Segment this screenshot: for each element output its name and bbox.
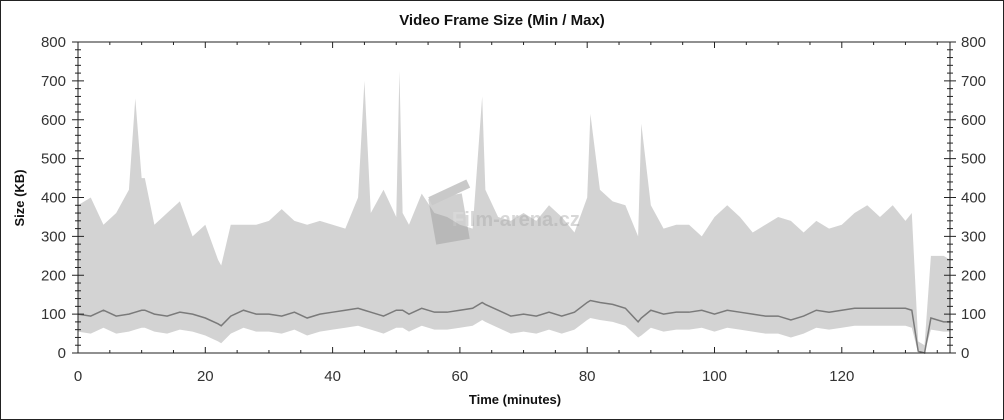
y-tick-label-right: 600 <box>961 112 986 129</box>
x-tick-label: 120 <box>829 368 854 385</box>
y-tick-label-right: 200 <box>961 267 986 284</box>
x-tick-label: 0 <box>74 368 82 385</box>
y-tick-label-left: 500 <box>41 151 66 168</box>
x-tick-label: 60 <box>452 368 469 385</box>
x-axis-title: Time (minutes) <box>469 392 561 407</box>
x-tick-label: 20 <box>197 368 214 385</box>
y-tick-label-right: 100 <box>961 306 986 323</box>
x-tick-label: 100 <box>702 368 727 385</box>
x-tick-label: 80 <box>579 368 596 385</box>
chart-title: Video Frame Size (Min / Max) <box>399 12 605 29</box>
y-tick-label-right: 700 <box>961 73 986 90</box>
plot-area <box>77 71 950 354</box>
y-tick-label-left: 100 <box>41 306 66 323</box>
y-tick-label-left: 700 <box>41 73 66 90</box>
y-tick-label-left: 200 <box>41 267 66 284</box>
watermark-logo: Film-arena.cz <box>428 179 580 245</box>
min-max-band <box>78 71 950 353</box>
average-line <box>77 299 950 354</box>
y-tick-label-right: 800 <box>961 34 986 51</box>
y-tick-label-right: 0 <box>961 345 969 362</box>
y-tick-label-left: 800 <box>41 34 66 51</box>
y-axis-title: Size (KB) <box>12 169 27 226</box>
x-tick-label: 40 <box>324 368 341 385</box>
y-tick-label-right: 500 <box>961 151 986 168</box>
y-tick-label-left: 0 <box>58 345 66 362</box>
y-tick-label-right: 300 <box>961 228 986 245</box>
y-tick-label-left: 600 <box>41 112 66 129</box>
y-tick-label-left: 400 <box>41 190 66 207</box>
svg-text:Film-arena.cz: Film-arena.cz <box>452 209 580 231</box>
y-tick-label-right: 400 <box>961 190 986 207</box>
y-tick-label-left: 300 <box>41 228 66 245</box>
